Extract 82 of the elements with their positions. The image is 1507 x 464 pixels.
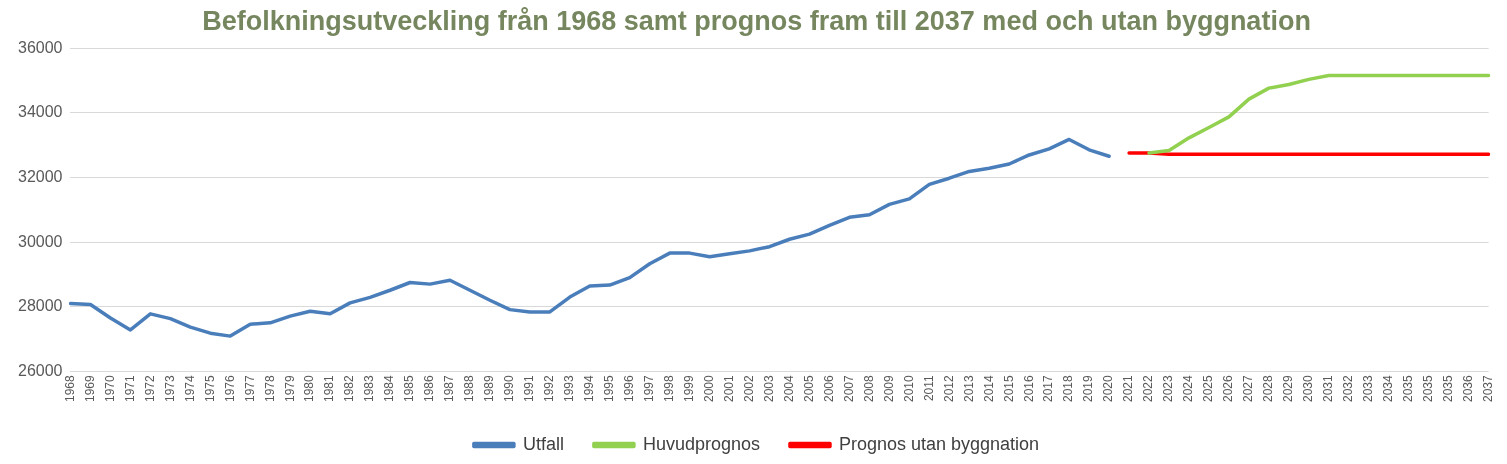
x-tick-label: 1969 <box>82 374 97 403</box>
x-tick-label: 1985 <box>402 374 417 403</box>
x-tick-label: 2018 <box>1061 374 1076 403</box>
x-tick-label: 1979 <box>282 374 297 403</box>
x-tick-label: 2010 <box>901 374 916 403</box>
x-tick-label: 2005 <box>801 374 816 403</box>
x-tick-label: 2014 <box>981 374 996 403</box>
x-tick-label: 1993 <box>562 374 577 403</box>
x-tick-label: 1987 <box>442 374 457 403</box>
x-tick-label: 2001 <box>721 374 736 403</box>
y-tick-label: 32000 <box>17 167 63 185</box>
x-tick-label: 2002 <box>741 374 756 403</box>
x-tick-label: 2007 <box>841 374 856 403</box>
chart-title: Befolkningsutveckling från 1968 samt prognos fram till 2037 med och utan byggnation <box>202 5 1311 36</box>
x-tick-label: 2033 <box>1361 374 1376 403</box>
x-tick-label: 2028 <box>1261 374 1276 403</box>
x-tick-label: 1971 <box>122 374 137 403</box>
legend-label: Utfall <box>522 433 564 454</box>
x-tick-label: 1994 <box>582 374 597 403</box>
x-tick-label: 1972 <box>142 374 157 403</box>
x-tick-label: 2000 <box>701 374 716 403</box>
x-tick-label: 2029 <box>1281 374 1296 403</box>
x-tick-label: 2006 <box>821 374 836 403</box>
x-tick-label: 1997 <box>642 374 657 403</box>
x-tick-label: 2024 <box>1181 374 1196 403</box>
x-tick-label: 1970 <box>102 374 117 403</box>
x-tick-label: 2025 <box>1201 374 1216 403</box>
x-tick-label: 1988 <box>462 374 477 403</box>
y-tick-label: 30000 <box>17 232 63 250</box>
x-tick-label: 2012 <box>941 374 956 403</box>
x-tick-label: 1977 <box>242 374 257 403</box>
x-tick-label: 2035 <box>1440 374 1455 403</box>
x-tick-label: 2017 <box>1041 374 1056 403</box>
x-tick-label: 2008 <box>861 374 876 403</box>
y-tick-label: 26000 <box>17 361 63 379</box>
x-tick-label: 1981 <box>322 374 337 403</box>
legend-label: Prognos utan byggnation <box>838 433 1040 454</box>
x-tick-label: 1968 <box>62 374 77 403</box>
x-tick-label: 1998 <box>662 374 677 403</box>
x-tick-label: 2013 <box>961 374 976 403</box>
x-tick-label: 2026 <box>1221 374 1236 403</box>
x-tick-label: 1986 <box>422 374 437 403</box>
x-tick-label: 2036 <box>1460 374 1475 403</box>
x-tick-label: 2019 <box>1081 374 1096 403</box>
x-tick-label: 2031 <box>1321 374 1336 403</box>
x-tick-label: 1983 <box>362 374 377 403</box>
x-tick-label: 2021 <box>1121 374 1136 403</box>
x-tick-label: 2034 <box>1381 374 1396 403</box>
x-tick-label: 2023 <box>1161 374 1176 403</box>
x-tick-label: 1980 <box>302 374 317 403</box>
x-tick-label: 2015 <box>1001 374 1016 403</box>
x-tick-label: 1999 <box>681 374 696 403</box>
y-tick-label: 28000 <box>17 297 63 315</box>
x-tick-label: 2011 <box>921 374 936 402</box>
x-tick-label: 2016 <box>1021 374 1036 403</box>
x-tick-label: 1990 <box>502 374 517 403</box>
x-tick-label: 2003 <box>761 374 776 403</box>
x-tick-label: 1989 <box>482 374 497 403</box>
x-tick-label: 2004 <box>781 374 796 403</box>
x-tick-label: 1978 <box>262 374 277 403</box>
x-tick-label: 2035 <box>1420 374 1435 403</box>
legend-label: Huvudprognos <box>642 433 760 454</box>
x-tick-label: 2035 <box>1401 374 1416 403</box>
x-tick-label: 2009 <box>881 374 896 403</box>
y-tick-label: 34000 <box>17 103 63 121</box>
x-tick-label: 2027 <box>1241 374 1256 403</box>
x-tick-label: 1992 <box>542 374 557 403</box>
x-tick-label: 1974 <box>182 374 197 403</box>
x-tick-label: 2020 <box>1101 374 1116 403</box>
x-tick-label: 1995 <box>602 374 617 403</box>
x-tick-label: 1982 <box>342 374 357 403</box>
x-tick-label: 1996 <box>622 374 637 403</box>
x-tick-label: 2022 <box>1141 374 1156 403</box>
x-tick-label: 2032 <box>1341 374 1356 403</box>
x-tick-label: 1976 <box>222 374 237 403</box>
y-tick-label: 36000 <box>17 38 63 56</box>
x-tick-label: 1991 <box>522 374 537 403</box>
x-tick-label: 2037 <box>1480 374 1495 403</box>
x-tick-label: 1973 <box>162 374 177 403</box>
x-tick-label: 2030 <box>1301 374 1316 403</box>
x-tick-label: 1984 <box>382 374 397 403</box>
x-tick-label: 1975 <box>202 374 217 403</box>
